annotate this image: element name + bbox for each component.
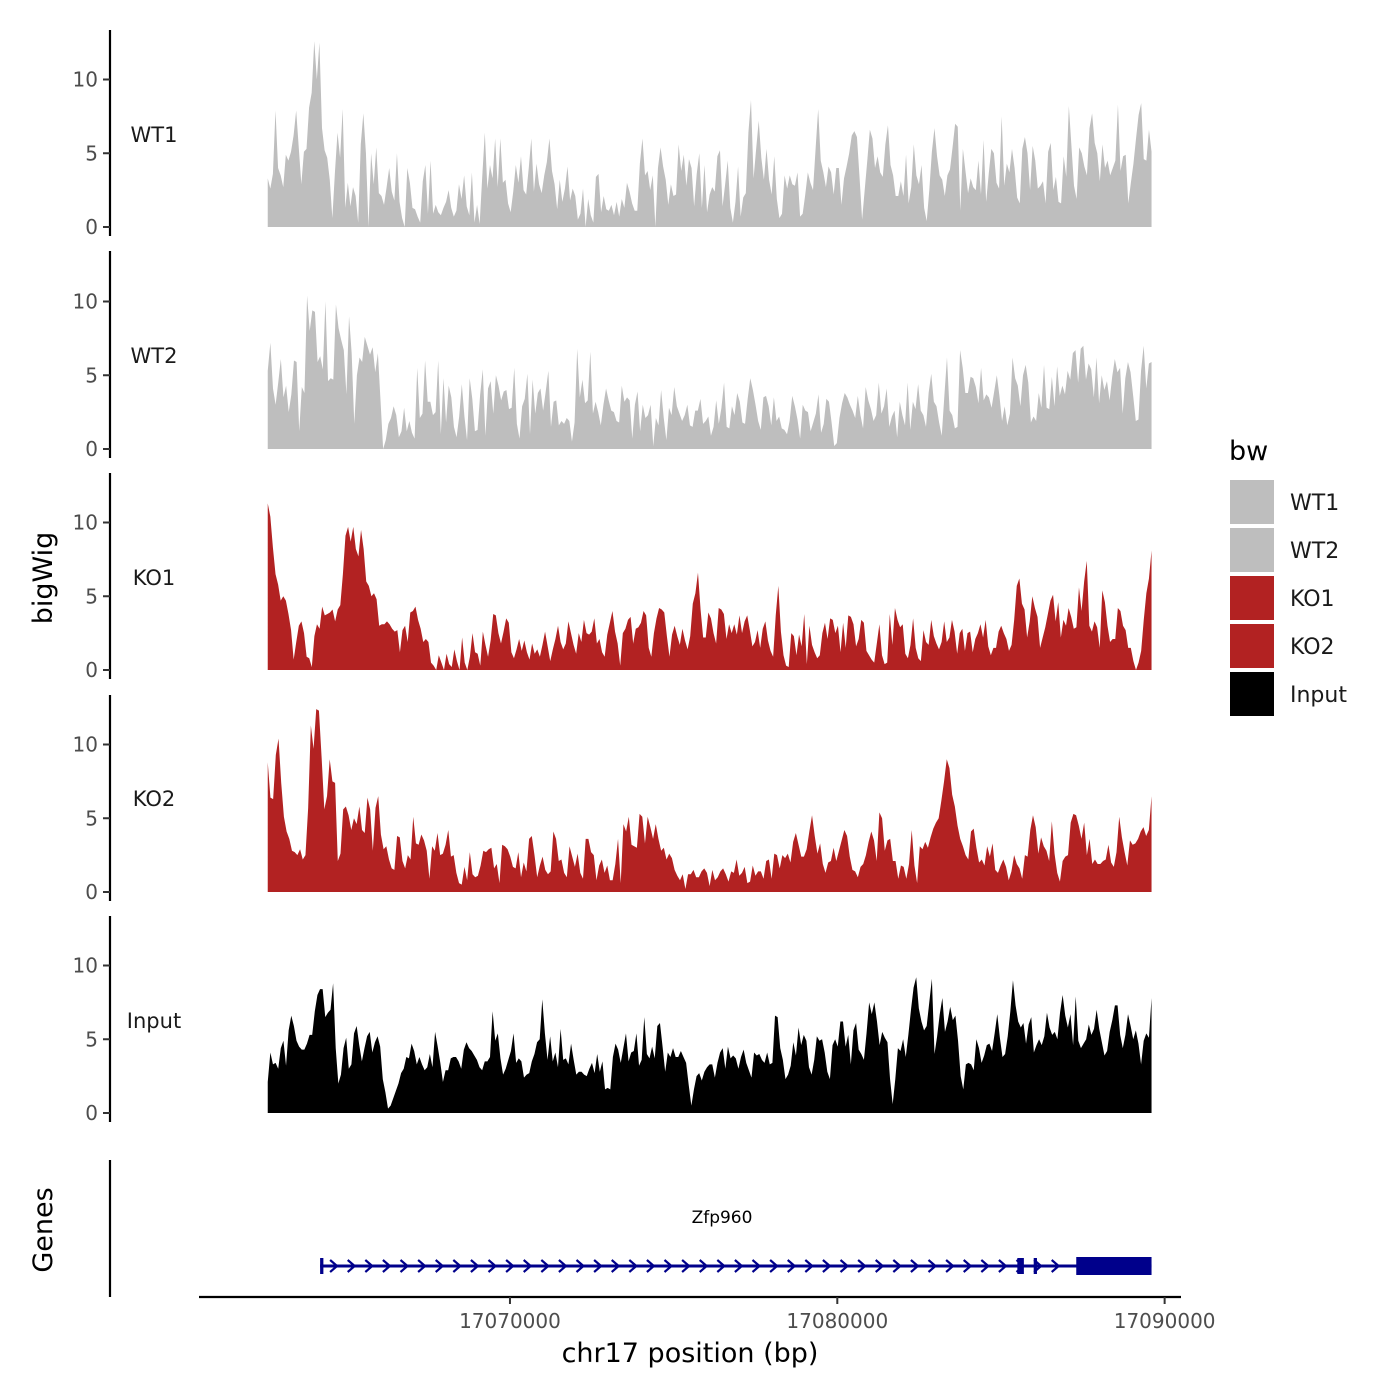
y-tick-label: 10 xyxy=(73,511,98,535)
strand-arrow-icon xyxy=(874,1259,885,1273)
y-tick-label: 5 xyxy=(85,806,98,830)
legend-title: bw xyxy=(1229,436,1268,467)
y-tick-label: 10 xyxy=(73,954,98,978)
legend-label-wt1: WT1 xyxy=(1290,491,1339,516)
strand-arrow-icon xyxy=(663,1259,674,1273)
track-label-input: Input xyxy=(127,1009,181,1033)
legend-key-input xyxy=(1230,672,1274,716)
legend-key-wt2 xyxy=(1230,528,1274,572)
legend-label-wt2: WT2 xyxy=(1290,539,1339,564)
strand-arrow-icon xyxy=(505,1259,515,1273)
y-tick-label: 10 xyxy=(73,290,98,314)
strand-arrow-icon xyxy=(786,1259,797,1273)
track-area-ko1 xyxy=(267,503,1152,670)
legend-label-ko1: KO1 xyxy=(1290,587,1335,612)
gene-strand-arrows xyxy=(329,1259,1061,1273)
y-ticks-wt2: 0 5 10 xyxy=(73,290,110,461)
strand-arrow-icon xyxy=(857,1259,867,1273)
strand-arrow-icon xyxy=(452,1259,462,1273)
strand-arrow-icon xyxy=(1050,1259,1061,1273)
strand-arrow-icon xyxy=(769,1259,779,1273)
strand-arrow-icon xyxy=(646,1259,656,1273)
strand-arrow-icon xyxy=(716,1259,726,1273)
strand-arrow-icon xyxy=(487,1259,498,1273)
strand-arrow-icon xyxy=(681,1259,691,1273)
track-area-wt2 xyxy=(267,295,1152,449)
y-ticks-input: 0 5 10 xyxy=(73,954,110,1125)
strand-arrow-icon xyxy=(822,1259,832,1273)
legend-key-ko1 xyxy=(1230,576,1274,620)
y-tick-label: 10 xyxy=(73,733,98,757)
legend-key-ko2 xyxy=(1230,624,1274,668)
track-label-ko2: KO2 xyxy=(133,787,176,811)
strand-arrow-icon xyxy=(698,1259,709,1273)
y-tick-label: 0 xyxy=(85,880,98,904)
strand-arrow-icon xyxy=(593,1259,603,1273)
gene-exon-mark xyxy=(1033,1258,1037,1274)
strand-arrow-icon xyxy=(382,1259,392,1273)
y-tick-label: 0 xyxy=(85,437,98,461)
y-ticks-ko1: 0 5 10 xyxy=(73,511,110,682)
strand-arrow-icon xyxy=(892,1259,902,1273)
strand-arrow-icon xyxy=(927,1259,938,1273)
strand-arrow-icon xyxy=(399,1259,410,1273)
y-axis-title: bigWig xyxy=(28,532,59,625)
strand-arrow-icon xyxy=(751,1259,762,1273)
legend-key-wt1 xyxy=(1230,480,1274,524)
y-tick-label: 0 xyxy=(85,1101,98,1125)
strand-arrow-icon xyxy=(346,1259,357,1273)
x-tick-label: 17080000 xyxy=(786,1309,888,1333)
gene-exon-block xyxy=(1076,1257,1152,1275)
legend-label-ko2: KO2 xyxy=(1290,635,1335,660)
strand-arrow-icon xyxy=(417,1259,427,1273)
strand-arrow-icon xyxy=(364,1259,374,1273)
strand-arrow-icon xyxy=(434,1259,445,1273)
strand-arrow-icon xyxy=(628,1259,638,1273)
y-tick-label: 5 xyxy=(85,141,98,165)
strand-arrow-icon xyxy=(470,1259,480,1273)
strand-arrow-icon xyxy=(839,1259,850,1273)
strand-arrow-icon xyxy=(910,1259,920,1273)
strand-arrow-icon xyxy=(575,1259,586,1273)
strand-arrow-icon xyxy=(522,1259,533,1273)
y-tick-label: 5 xyxy=(85,363,98,387)
strand-arrow-icon xyxy=(962,1259,973,1273)
gene-exons xyxy=(320,1257,1152,1275)
strand-arrow-icon xyxy=(540,1259,550,1273)
x-tick-label: 17070000 xyxy=(459,1309,561,1333)
track-area-input xyxy=(267,977,1152,1113)
y-tick-label: 0 xyxy=(85,215,98,239)
y-tick-label: 5 xyxy=(85,584,98,608)
strand-arrow-icon xyxy=(558,1259,568,1273)
track-label-wt2: WT2 xyxy=(131,344,178,368)
strand-arrow-icon xyxy=(998,1259,1008,1273)
gene-exon-mark xyxy=(1017,1258,1024,1274)
strand-arrow-icon xyxy=(980,1259,990,1273)
y-tick-label: 5 xyxy=(85,1027,98,1051)
track-area-wt1 xyxy=(267,41,1152,228)
strand-arrow-icon xyxy=(329,1259,339,1273)
x-tick-label: 17090000 xyxy=(1114,1309,1216,1333)
strand-arrow-icon xyxy=(945,1259,955,1273)
x-ticks: 17070000 17080000 17090000 xyxy=(459,1297,1216,1333)
strand-arrow-icon xyxy=(610,1259,621,1273)
track-area-ko2 xyxy=(267,709,1152,892)
gene-track-title: Genes xyxy=(28,1187,59,1272)
y-tick-label: 0 xyxy=(85,658,98,682)
strand-arrow-icon xyxy=(804,1259,814,1273)
y-tick-label: 10 xyxy=(73,68,98,92)
x-axis-title: chr17 position (bp) xyxy=(562,1338,819,1369)
y-ticks-ko2: 0 5 10 xyxy=(73,733,110,904)
track-label-ko1: KO1 xyxy=(133,566,176,590)
strand-arrow-icon xyxy=(734,1259,744,1273)
gene-name-label: Zfp960 xyxy=(692,1208,753,1228)
y-ticks-wt1: 0 5 10 xyxy=(73,68,110,239)
legend: bw WT1 WT2 KO1 KO2 Input xyxy=(1229,436,1347,716)
gene-exon-mark xyxy=(320,1258,324,1274)
legend-label-input: Input xyxy=(1290,683,1347,708)
track-label-wt1: WT1 xyxy=(131,123,178,147)
